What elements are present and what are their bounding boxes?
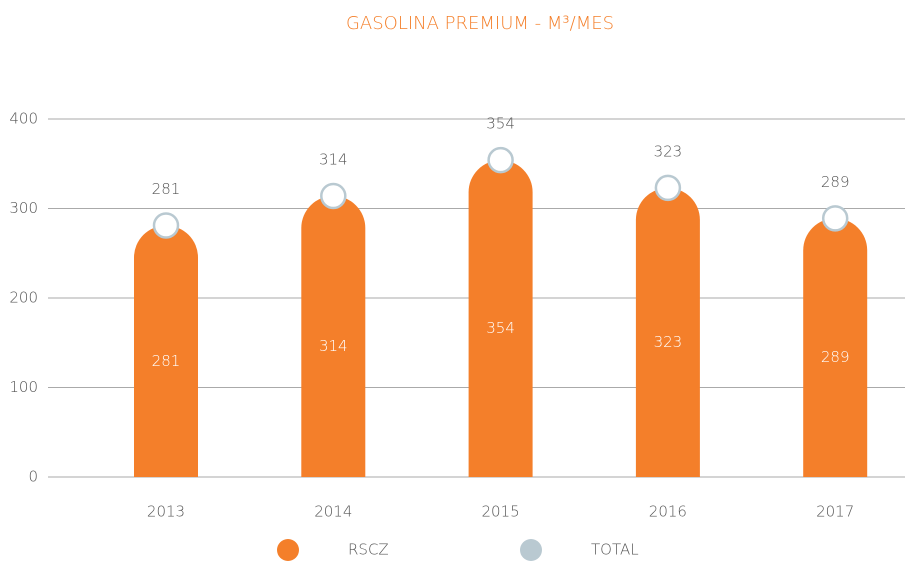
bar-value-label: 354 xyxy=(486,319,515,337)
bar xyxy=(803,218,868,477)
total-value-label: 314 xyxy=(319,150,348,168)
bar-value-label: 323 xyxy=(654,333,683,351)
x-tick-label: 2017 xyxy=(816,503,854,521)
total-value-label: 354 xyxy=(486,115,515,133)
bar xyxy=(301,195,366,477)
legend-label: RSCZ xyxy=(348,541,389,559)
legend-swatch xyxy=(520,539,542,561)
y-tick-label: 200 xyxy=(9,289,38,307)
total-value-label: 323 xyxy=(654,142,683,160)
y-tick-label: 300 xyxy=(9,199,38,217)
legend-swatch xyxy=(277,539,299,561)
total-value-label: 289 xyxy=(821,173,850,191)
total-marker xyxy=(320,182,347,210)
total-marker xyxy=(821,205,849,232)
bar-value-label: 281 xyxy=(152,352,181,370)
y-tick-label: 400 xyxy=(9,110,38,128)
x-tick-label: 2013 xyxy=(147,503,185,521)
total-marker xyxy=(152,212,180,239)
y-tick-label: 100 xyxy=(9,378,38,396)
x-tick-label: 2016 xyxy=(649,503,687,521)
bar-value-label: 314 xyxy=(319,337,348,355)
bar xyxy=(468,160,533,478)
x-tick-label: 2014 xyxy=(314,503,352,521)
bar xyxy=(134,225,198,477)
bar xyxy=(635,187,700,478)
total-marker xyxy=(654,174,682,202)
x-tick-label: 2015 xyxy=(482,503,520,521)
total-value-label: 281 xyxy=(152,180,181,198)
bar-value-label: 289 xyxy=(821,348,850,366)
total-marker xyxy=(487,146,514,174)
y-tick-label: 0 xyxy=(28,468,38,486)
chart-title: GASOLINA PREMIUM - M³/MES xyxy=(346,13,614,34)
legend-label: TOTAL xyxy=(591,541,639,559)
